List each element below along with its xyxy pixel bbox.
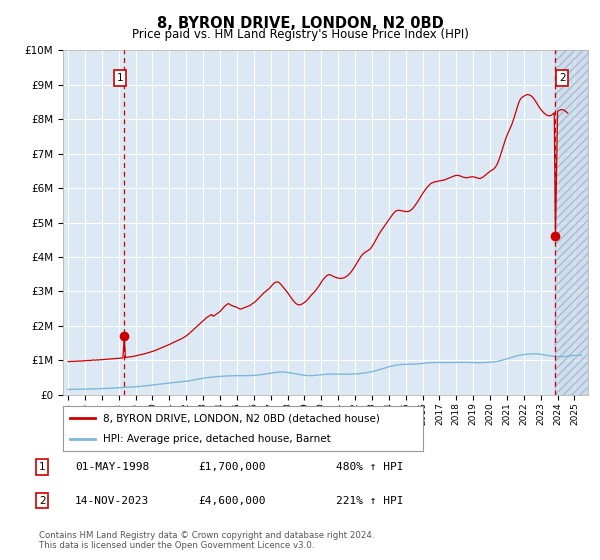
Text: 8, BYRON DRIVE, LONDON, N2 0BD: 8, BYRON DRIVE, LONDON, N2 0BD [157,16,443,31]
Text: 2: 2 [559,73,565,83]
Text: 2: 2 [39,496,46,506]
Text: 1: 1 [39,462,46,472]
Text: 01-MAY-1998: 01-MAY-1998 [75,462,149,472]
Text: £4,600,000: £4,600,000 [198,496,265,506]
Text: 14-NOV-2023: 14-NOV-2023 [75,496,149,506]
Text: HPI: Average price, detached house, Barnet: HPI: Average price, detached house, Barn… [103,433,331,444]
Text: Price paid vs. HM Land Registry's House Price Index (HPI): Price paid vs. HM Land Registry's House … [131,28,469,41]
Bar [556,50,588,395]
Text: 8, BYRON DRIVE, LONDON, N2 0BD (detached house): 8, BYRON DRIVE, LONDON, N2 0BD (detached… [103,413,379,423]
Text: 221% ↑ HPI: 221% ↑ HPI [336,496,404,506]
Text: Contains HM Land Registry data © Crown copyright and database right 2024.
This d: Contains HM Land Registry data © Crown c… [39,531,374,550]
Text: 1: 1 [117,73,124,83]
Text: 480% ↑ HPI: 480% ↑ HPI [336,462,404,472]
Bar [556,50,588,395]
Text: £1,700,000: £1,700,000 [198,462,265,472]
